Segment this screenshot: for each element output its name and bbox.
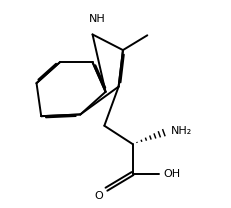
Text: NH₂: NH₂ [170,126,191,136]
Text: NH: NH [89,14,106,24]
Text: OH: OH [163,168,180,178]
Text: O: O [94,191,103,201]
